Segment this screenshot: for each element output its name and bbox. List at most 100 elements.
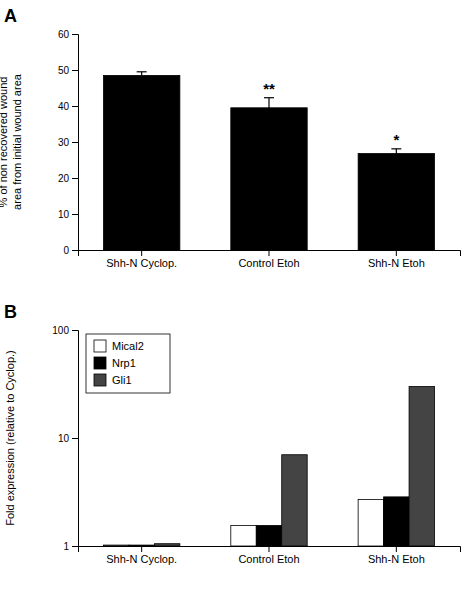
error-cap	[391, 148, 401, 149]
error-line	[141, 72, 142, 79]
x-tick: Shh-N Cyclop.	[106, 250, 177, 269]
bar	[129, 545, 154, 546]
legend-item: Nrp1	[94, 357, 136, 369]
y-tick: 10	[58, 433, 78, 444]
y-axis: 0 10 20 30 40 50 60	[58, 29, 79, 256]
bar	[358, 499, 383, 546]
panel: 1 10 100 Shh-N Cyclop. Control Etoh Shh-N Eto…	[4, 302, 461, 565]
panel-label: B	[4, 302, 17, 322]
y-tick: 60	[58, 29, 78, 40]
x-tick: Shh-N Cyclop.	[106, 546, 177, 565]
panel: 0102030405060Shh-N Cyclop.Control EtohSh…	[0, 6, 461, 269]
tick-mark	[141, 546, 142, 552]
x-axis: Shh-N Cyclop. Control Etoh Shh-N Etoh	[79, 250, 461, 269]
tick-mark	[396, 546, 397, 552]
legend-item: Gli1	[94, 374, 132, 386]
tick-mark	[72, 70, 78, 71]
tick-mark	[72, 250, 78, 251]
legend-swatch	[94, 357, 106, 369]
tick-label: 1	[63, 541, 69, 552]
tick-mark	[72, 106, 78, 107]
error-cap	[264, 97, 274, 98]
bar	[409, 386, 434, 546]
tick-label: Shh-N Cyclop.	[106, 553, 177, 565]
bar	[103, 545, 128, 546]
y-tick: 100	[52, 325, 78, 336]
bar	[103, 75, 179, 250]
annotation: **	[263, 80, 275, 97]
tspan: % of non recovered wound	[0, 77, 9, 208]
tick-label: 10	[58, 209, 70, 220]
tick-label: Control Etoh	[238, 553, 299, 565]
x-tick: Shh-N Etoh	[368, 546, 425, 565]
tick-label: 0	[63, 245, 69, 256]
tick-label: Shh-N Cyclop.	[106, 257, 177, 269]
tspan: area from initial wound area	[11, 73, 23, 210]
tspan: Fold expression (relative to Cyclop.)	[4, 350, 16, 525]
tick-mark	[72, 142, 78, 143]
tick-label: 40	[58, 101, 70, 112]
tick-label: Shh-N Etoh	[368, 257, 425, 269]
legend: Mical2 Nrp1 Gli1	[86, 334, 170, 393]
legend-label: Nrp1	[112, 357, 136, 369]
tick-label: Shh-N Etoh	[368, 553, 425, 565]
error-line	[268, 98, 269, 118]
annotation: *	[393, 131, 399, 148]
axis-line	[79, 251, 461, 257]
tick-label: 50	[58, 65, 70, 76]
y-axis-title: % of non recovered woundarea from initia…	[0, 73, 23, 210]
legend-label: Mical2	[112, 340, 144, 352]
y-tick: 50	[58, 65, 78, 76]
bar	[256, 525, 281, 546]
y-tick: 30	[58, 137, 78, 148]
legend-label: Gli1	[112, 374, 132, 386]
plot-area	[103, 72, 434, 250]
tick-mark	[72, 178, 78, 179]
y-tick: 40	[58, 101, 78, 112]
axis-line	[72, 35, 79, 251]
figure: 0102030405060Shh-N Cyclop.Control EtohSh…	[0, 0, 474, 607]
bar	[384, 497, 409, 546]
tick-mark	[72, 34, 78, 35]
series	[103, 499, 383, 546]
error-line	[396, 149, 397, 158]
error-bar	[264, 98, 274, 118]
tick-mark	[72, 438, 78, 439]
bar	[231, 525, 256, 546]
series	[154, 386, 434, 546]
y-axis-title: Fold expression (relative to Cyclop.)	[4, 350, 16, 525]
tick-label: 100	[52, 325, 69, 336]
bar	[231, 108, 307, 250]
series	[129, 497, 409, 546]
x-tick: Control Etoh	[238, 546, 299, 565]
plot-area	[103, 386, 434, 546]
tick-mark	[396, 250, 397, 256]
axis-line	[79, 547, 461, 553]
legend-swatch	[94, 340, 106, 352]
tick-label: 20	[58, 173, 70, 184]
bar	[358, 154, 434, 250]
error-cap	[391, 158, 401, 159]
y-tick: 10	[58, 209, 78, 220]
bar	[154, 544, 179, 546]
legend-swatch	[94, 374, 106, 386]
tick-label: 10	[58, 433, 70, 444]
x-tick: Control Etoh	[238, 250, 299, 269]
tick-mark	[269, 546, 270, 552]
tick-mark	[72, 214, 78, 215]
tick-label: 30	[58, 137, 70, 148]
legend-box	[86, 334, 170, 393]
y-tick: 1	[63, 541, 78, 552]
legend-item: Mical2	[94, 340, 144, 352]
error-cap	[137, 71, 147, 72]
x-axis: Shh-N Cyclop. Control Etoh Shh-N Etoh	[79, 546, 461, 565]
panel-label: A	[4, 6, 17, 26]
y-axis: 1 10 100	[52, 325, 78, 552]
tick-mark	[72, 330, 78, 331]
tick-mark	[141, 250, 142, 256]
error-cap	[264, 117, 274, 118]
tick-mark	[269, 250, 270, 256]
error-cap	[137, 78, 147, 79]
error-bar	[137, 72, 147, 79]
y-tick: 0	[63, 245, 78, 256]
